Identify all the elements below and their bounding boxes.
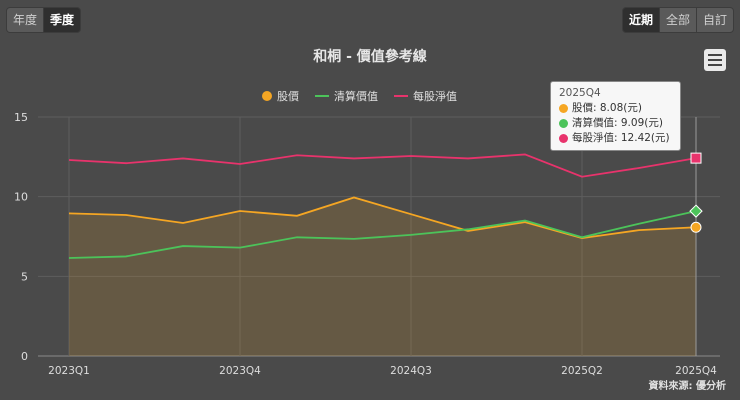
y-tick-label: 5 [21, 270, 28, 283]
legend-marker-price [262, 91, 272, 101]
tooltip-marker-bvps [559, 134, 568, 143]
legend-label-price: 股價 [277, 90, 299, 103]
price-line [68, 196, 697, 240]
bvps-line [68, 153, 697, 178]
y-tick-label: 10 [14, 191, 28, 204]
x-tick-label: 2025Q4 [675, 365, 717, 377]
range-toggle: 近期 全部 自訂 [621, 7, 734, 33]
hamburger-menu-icon[interactable] [704, 49, 726, 71]
period-toggle: 年度 季度 [6, 7, 82, 33]
bvps-point-marker [690, 152, 702, 164]
legend-marker-liquidation [315, 95, 329, 97]
liquidation-line [68, 210, 697, 259]
annual-button[interactable]: 年度 [6, 7, 45, 33]
quarterly-button[interactable]: 季度 [43, 7, 82, 33]
x-tick-label: 2023Q1 [48, 365, 90, 377]
price-point-marker [690, 221, 702, 233]
y-tick-label: 0 [21, 350, 28, 363]
x-tick-label: 2025Q2 [561, 365, 603, 377]
recent-range-button[interactable]: 近期 [621, 7, 660, 33]
chart-tooltip: 2025Q4 股價: 8.08(元) 清算價值: 9.09(元) 每股淨值: 1… [550, 81, 681, 151]
tooltip-text-bvps: 每股淨值: 12.42(元) [572, 132, 670, 144]
custom-range-button[interactable]: 自訂 [695, 7, 734, 33]
liquidation-point-marker [689, 204, 703, 218]
tooltip-text-price: 股價: 8.08(元) [572, 102, 642, 114]
tooltip-marker-liquidation [559, 119, 568, 128]
legend-label-liquidation: 清算價值 [334, 90, 378, 103]
legend-marker-bvps [394, 95, 408, 97]
tooltip-marker-price [559, 104, 568, 113]
tooltip-header: 2025Q4 [559, 87, 601, 99]
x-tick-label: 2023Q4 [219, 365, 261, 377]
data-source: 資料來源: 優分析 [648, 381, 726, 392]
legend-item-price[interactable]: 股價 [262, 88, 299, 104]
legend-label-bvps: 每股淨值 [413, 90, 457, 103]
chart-legend: 股價 清算價值 每股淨值 [262, 88, 473, 104]
price-area [69, 197, 696, 356]
tooltip-row-price: 股價: 8.08(元) [559, 101, 672, 116]
legend-item-liquidation[interactable]: 清算價值 [315, 88, 378, 104]
legend-item-bvps[interactable]: 每股淨值 [394, 88, 457, 104]
x-tick-label: 2024Q3 [390, 365, 432, 377]
tooltip-text-liquidation: 清算價值: 9.09(元) [572, 117, 663, 129]
tooltip-row-liquidation: 清算價值: 9.09(元) [559, 116, 672, 131]
y-tick-label: 15 [14, 111, 28, 124]
tooltip-row-bvps: 每股淨值: 12.42(元) [559, 131, 672, 146]
chart-title: 和桐 - 價值參考線 [313, 49, 427, 65]
